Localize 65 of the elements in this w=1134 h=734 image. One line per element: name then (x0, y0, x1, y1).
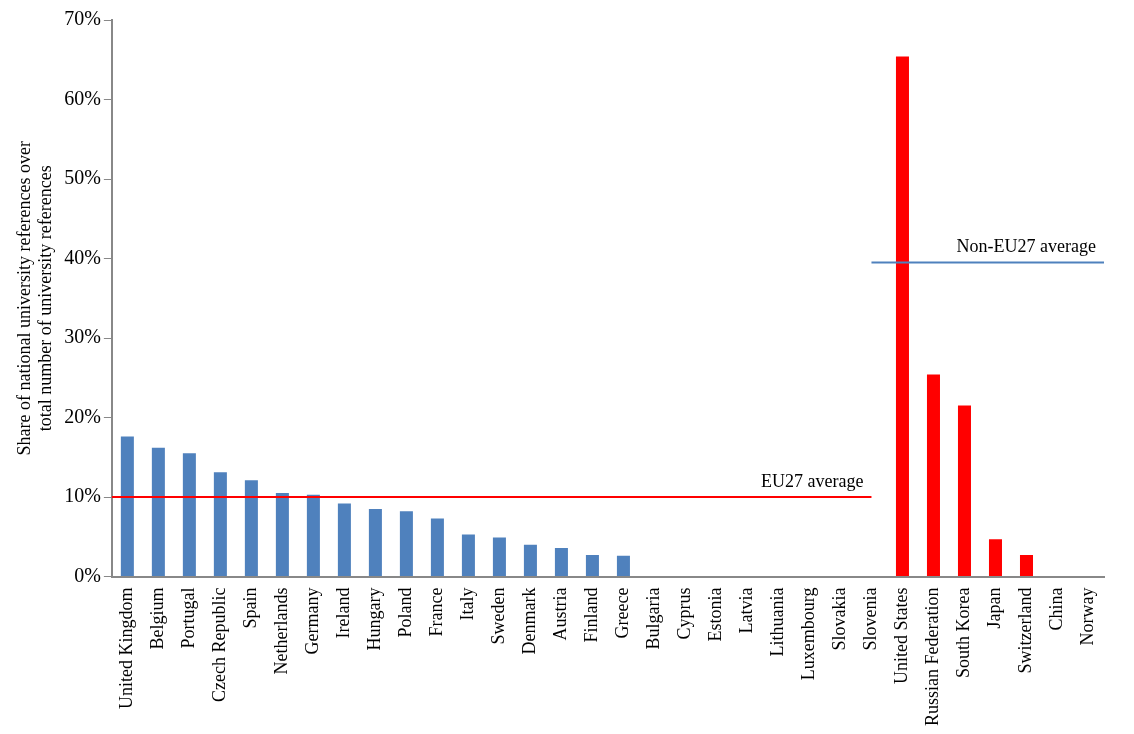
y-tick-label: 70% (64, 7, 101, 30)
x-tick-label: Poland (395, 587, 416, 638)
bar (151, 447, 165, 577)
x-tick-label: Japan (984, 587, 1005, 629)
x-tick-label: Portugal (178, 587, 199, 649)
x-tick-label: United Kingdom (116, 587, 137, 710)
x-tick-label: Germany (302, 587, 323, 655)
bar (244, 480, 258, 577)
y-tick-label: 60% (64, 86, 101, 109)
x-tick-label: Sweden (488, 587, 509, 645)
x-tick-label: China (1046, 587, 1067, 631)
bar (306, 494, 320, 577)
ref-line-label: Non-EU27 average (956, 236, 1096, 257)
bar (368, 508, 382, 577)
y-tick-label: 30% (64, 325, 101, 348)
y-tick-label: 40% (64, 245, 101, 268)
x-tick-label: Czech Republic (209, 587, 230, 702)
bar (585, 555, 599, 577)
x-tick-label: Netherlands (271, 587, 292, 675)
x-tick-label: Estonia (705, 587, 726, 642)
bar (616, 555, 630, 577)
bar (213, 472, 227, 577)
x-tick-label: Austria (550, 587, 571, 641)
x-tick-label: United States (891, 587, 912, 685)
x-tick-label: Bulgaria (643, 587, 664, 650)
y-tick-label: 20% (64, 404, 101, 427)
x-tick-label: Ireland (333, 587, 354, 639)
x-tick-label: Switzerland (1015, 587, 1036, 674)
y-tick-label: 0% (74, 563, 101, 586)
bar (461, 534, 475, 577)
y-tick-label: 10% (64, 484, 101, 507)
y-tick-label: 50% (64, 166, 101, 189)
x-tick-label: Hungary (364, 587, 385, 651)
x-tick-label: Greece (612, 587, 633, 639)
bar (275, 493, 289, 577)
x-tick-label: France (426, 587, 447, 637)
bar (492, 537, 506, 577)
x-tick-label: Spain (240, 587, 261, 629)
x-tick-label: Cyprus (674, 587, 695, 640)
bar (523, 544, 537, 577)
bar (1019, 555, 1033, 577)
bar (120, 436, 134, 577)
bar (430, 518, 444, 577)
bar (337, 503, 351, 577)
x-tick-label: Italy (457, 587, 478, 621)
x-tick-label: Latvia (736, 587, 757, 634)
bar (182, 453, 196, 577)
x-tick-label: Luxembourg (798, 587, 819, 681)
x-tick-label: South Korea (953, 587, 974, 678)
bar (926, 374, 940, 577)
x-tick-label: Norway (1077, 587, 1098, 646)
y-axis-title: Share of national university references over total number of university references (13, 141, 56, 456)
bar (895, 56, 909, 577)
bar (957, 405, 971, 577)
bar (554, 547, 568, 577)
ref-line-label: EU27 average (761, 470, 864, 491)
bar (399, 511, 413, 577)
x-tick-label: Belgium (147, 587, 168, 650)
x-tick-label: Lithuania (767, 587, 788, 657)
x-tick-label: Slovakia (829, 587, 850, 651)
bar (988, 539, 1002, 577)
x-tick-label: Denmark (519, 587, 540, 655)
x-tick-label: Finland (581, 587, 602, 643)
x-tick-label: Slovenia (860, 587, 881, 651)
x-tick-label: Russian Federation (922, 587, 943, 726)
